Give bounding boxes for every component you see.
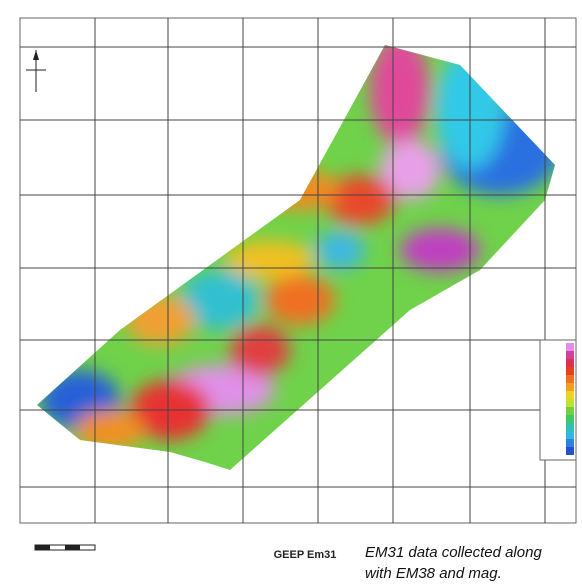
caption-line: EM31 data collected along [365, 544, 542, 561]
map: GEEP Em31 EM31 data collected along with… [0, 0, 582, 585]
caption-line: with EM38 and mag. [365, 565, 502, 582]
scale-bar [35, 545, 95, 550]
legend [540, 340, 576, 460]
page: GEEP Em31 EM31 data collected along with… [0, 0, 582, 585]
map-title: GEEP Em31 [274, 549, 337, 561]
